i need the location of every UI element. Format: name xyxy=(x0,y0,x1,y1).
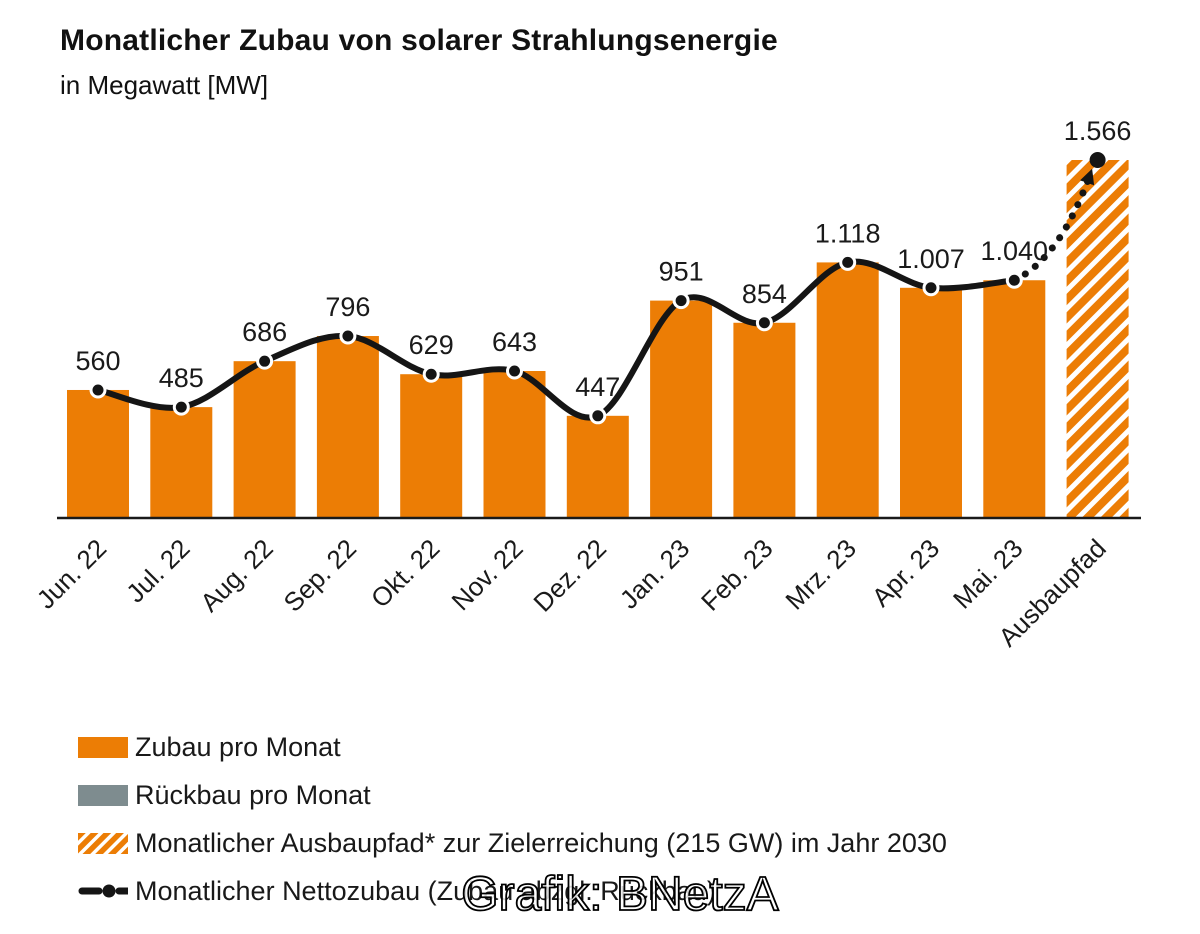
line-dot xyxy=(506,362,523,380)
bar-month xyxy=(566,415,629,518)
line-dot xyxy=(839,253,857,271)
value-label: 560 xyxy=(75,346,120,376)
line-dot xyxy=(589,407,607,425)
legend-item-zubau: Zubau pro Monat xyxy=(78,731,947,762)
legend-label-rueckbau: Rückbau pro Monat xyxy=(135,779,371,810)
line-dot xyxy=(339,327,357,345)
value-label: 686 xyxy=(242,317,287,347)
chart-title: Monatlicher Zubau von solarer Strahlungs… xyxy=(60,24,778,57)
x-axis-label: Jan. 23 xyxy=(614,533,696,615)
line-dot xyxy=(922,279,940,297)
watermark-text: Grafik: BNetzA xyxy=(461,868,778,921)
value-label: 629 xyxy=(409,330,454,360)
value-label: 1.040 xyxy=(981,236,1049,266)
x-axis-label: Mai. 23 xyxy=(947,533,1029,615)
line-dot xyxy=(256,352,274,370)
bar-month xyxy=(316,336,379,518)
legend-swatch-nettozubau-icon xyxy=(78,884,128,897)
legend-label-zubau: Zubau pro Monat xyxy=(135,731,341,762)
bar-month xyxy=(400,374,463,518)
legend-item-rueckbau: Rückbau pro Monat xyxy=(78,779,947,810)
line-dot xyxy=(422,365,440,383)
bar-month xyxy=(67,389,129,518)
x-axis-label: Mrz. 23 xyxy=(779,533,862,616)
legend-swatch-rueckbau-icon xyxy=(78,784,128,806)
bar-month xyxy=(900,287,962,518)
value-label: 1.566 xyxy=(1064,116,1132,146)
watermark: Grafik: BNetzA xyxy=(460,867,779,922)
legend-swatch-ausbaupfad-icon xyxy=(78,832,128,854)
legend: Zubau pro Monat Rückbau pro Monat Monatl… xyxy=(78,731,947,925)
line-dot xyxy=(1005,271,1023,289)
value-label: 1.118 xyxy=(815,218,881,248)
value-label: 1.007 xyxy=(897,244,965,274)
value-label: 854 xyxy=(742,279,787,309)
x-axis-label: Okt. 22 xyxy=(365,533,445,613)
value-label: 485 xyxy=(159,363,204,393)
bar-month xyxy=(983,280,1046,518)
x-axis-label: Apr. 23 xyxy=(866,533,945,612)
x-axis-label: Dez. 22 xyxy=(527,533,612,618)
bar-month xyxy=(233,361,296,518)
chart-subtitle: in Megawatt [MW] xyxy=(60,70,269,100)
value-label: 643 xyxy=(492,327,537,357)
legend-item-nettozubau: Monatlicher Nettozubau (Zubau abzgl. Rüc… xyxy=(78,875,947,906)
legend-label-ausbaupfad: Monatlicher Ausbaupfad* zur Zielerreichu… xyxy=(135,827,947,858)
x-axis-label: Aug. 22 xyxy=(194,533,279,618)
x-axis-label: Jun. 22 xyxy=(31,533,113,615)
line-dot xyxy=(672,292,690,310)
x-axis-label: Sep. 22 xyxy=(278,533,363,618)
legend-swatch-zubau-icon xyxy=(78,736,128,758)
x-axis-label: Jul. 22 xyxy=(120,533,195,608)
bar-month xyxy=(733,322,796,518)
value-label: 951 xyxy=(659,257,704,287)
legend-item-ausbaupfad: Monatlicher Ausbaupfad* zur Zielerreichu… xyxy=(78,827,947,858)
line-dot xyxy=(172,398,190,416)
bar-ausbaupfad xyxy=(1066,160,1129,518)
value-label: 796 xyxy=(325,292,370,322)
line-dot xyxy=(89,381,107,399)
legend-label-nettozubau: Monatlicher Nettozubau (Zubau abzgl. Rüc… xyxy=(135,875,716,906)
projection-dotted-arrow xyxy=(1010,168,1095,284)
x-axis-label: Nov. 22 xyxy=(446,533,529,616)
bar-month xyxy=(483,371,546,518)
bar-month xyxy=(816,262,879,518)
line-dot xyxy=(755,314,773,332)
projection-end-dot xyxy=(1089,152,1106,168)
bar-month xyxy=(650,300,713,518)
value-label: 447 xyxy=(575,372,620,402)
x-axis-label: Feb. 23 xyxy=(695,533,779,617)
bar-month xyxy=(150,407,213,518)
